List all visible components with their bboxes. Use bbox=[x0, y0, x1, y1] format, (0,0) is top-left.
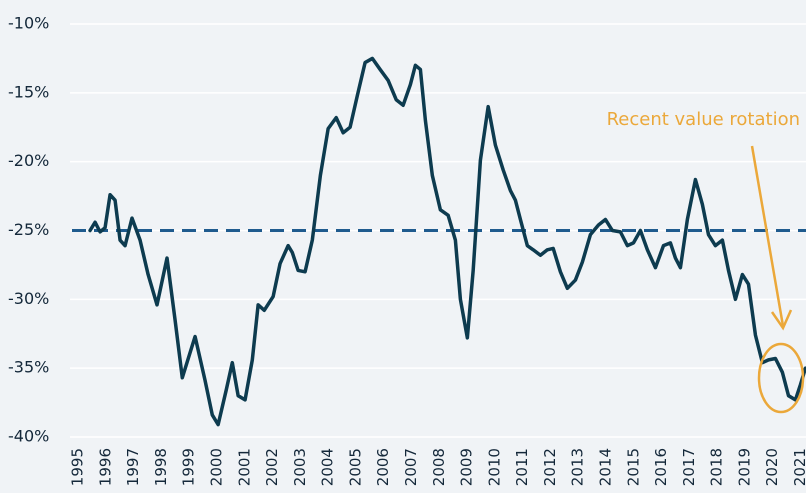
x-tick-label: 1997 bbox=[124, 448, 142, 486]
x-tick-label: 2009 bbox=[458, 448, 476, 486]
x-tick-label: 2010 bbox=[485, 448, 503, 486]
y-tick-label: -10% bbox=[8, 14, 49, 33]
annotation: Recent value rotation bbox=[607, 109, 800, 130]
x-tick-label: 2000 bbox=[208, 448, 226, 486]
x-tick-label: 2007 bbox=[402, 448, 420, 486]
x-tick-label: 2019 bbox=[735, 448, 753, 486]
x-tick-label: 2011 bbox=[513, 448, 531, 486]
y-tick-label: -30% bbox=[8, 289, 49, 308]
x-tick-label: 2012 bbox=[541, 448, 559, 486]
data-line bbox=[88, 56, 806, 427]
x-tick-label: 2018 bbox=[708, 448, 726, 486]
x-tick-label: 2001 bbox=[235, 448, 253, 486]
y-tick-label: -35% bbox=[8, 358, 49, 377]
plot-area: -10% -15% -20% -25% -30% -35% -40% 1995 1996 1997… bbox=[8, 14, 806, 486]
x-tick-label: 2013 bbox=[569, 448, 587, 486]
y-tick-label: -15% bbox=[8, 82, 49, 101]
annotation-ellipse bbox=[757, 342, 805, 414]
x-tick-label: 2006 bbox=[374, 448, 392, 486]
x-tick-label: 2014 bbox=[596, 448, 614, 486]
x-tick-label: 2016 bbox=[652, 448, 670, 486]
y-tick-label: -25% bbox=[8, 220, 49, 239]
x-tick-label: 2004 bbox=[319, 448, 337, 486]
x-tick-label: 1995 bbox=[69, 448, 87, 486]
y-tick-label: -20% bbox=[8, 151, 49, 170]
annotation-arrow bbox=[750, 145, 785, 327]
x-tick-label: 1999 bbox=[180, 448, 198, 486]
x-tick-label: 1996 bbox=[96, 448, 114, 486]
x-tick-label: 2003 bbox=[291, 448, 309, 486]
x-tick-label: 2021 bbox=[791, 448, 806, 486]
x-tick-label: 2005 bbox=[346, 448, 364, 486]
y-tick-label: -40% bbox=[8, 426, 49, 445]
x-tick-label: 2008 bbox=[430, 448, 448, 486]
x-tick-label: 2017 bbox=[680, 448, 698, 486]
x-tick-label: 2002 bbox=[263, 448, 281, 486]
arrow-head bbox=[770, 309, 793, 331]
x-tick-label: 1998 bbox=[152, 448, 170, 486]
x-tick-label: 2015 bbox=[624, 448, 642, 486]
x-tick-label: 2020 bbox=[763, 448, 781, 486]
